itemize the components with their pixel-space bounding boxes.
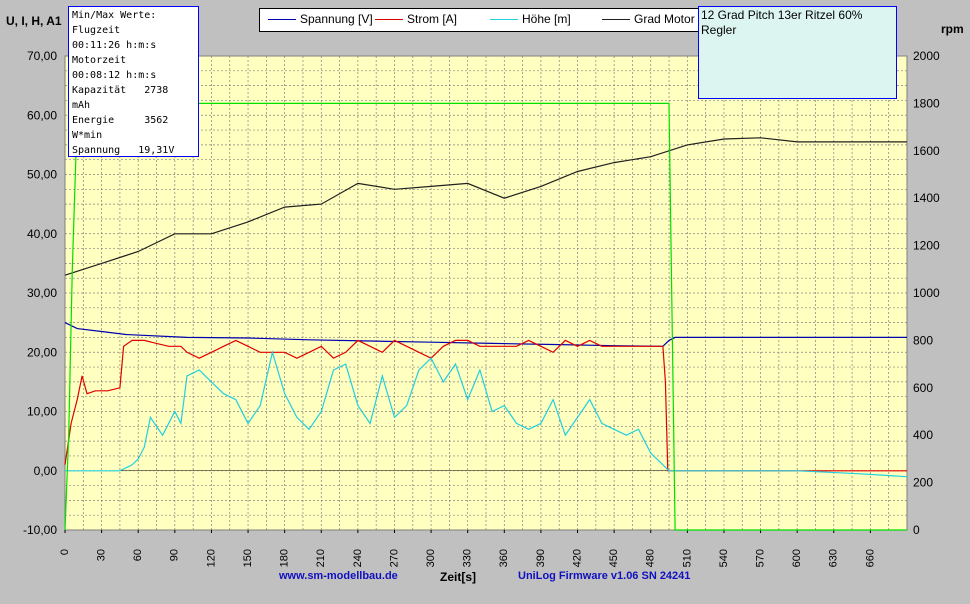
minmax-line: 00:08:12 h:m:s bbox=[72, 70, 157, 81]
x-tick-label: 60 bbox=[132, 549, 144, 561]
y-right-tick-label: 1000 bbox=[913, 286, 940, 300]
x-tick-label: 450 bbox=[608, 549, 620, 567]
series-line-strom-a bbox=[64, 339, 907, 472]
legend-label: Höhe [m] bbox=[522, 12, 571, 26]
legend-swatch bbox=[602, 19, 630, 21]
series-line-h-he-m bbox=[65, 349, 908, 478]
x-tick-label: 390 bbox=[535, 549, 547, 567]
x-tick-label: 30 bbox=[96, 549, 108, 561]
y-left-tick-label: 40,00 bbox=[27, 227, 57, 241]
legend: Spannung [V]Strom [A]Höhe [m]Grad MotorD… bbox=[259, 8, 771, 32]
legend-swatch bbox=[375, 19, 403, 21]
x-tick-label: 360 bbox=[498, 549, 510, 567]
series-line-spannung-v bbox=[64, 322, 907, 347]
x-tick-label: 300 bbox=[425, 549, 437, 567]
minmax-box: Min/Max Werte: Flugzeit 00:11:26 h:m:s Moto… bbox=[68, 6, 199, 157]
y-right-tick-label: 1600 bbox=[913, 144, 940, 158]
y-right-tick-label: 400 bbox=[913, 428, 933, 442]
x-tick-label: 240 bbox=[352, 549, 364, 567]
legend-swatch bbox=[268, 19, 296, 21]
note-box: 12 Grad Pitch 13er Ritzel 60% Regler bbox=[698, 6, 897, 99]
y-left-tick-label: -10,00 bbox=[23, 523, 57, 537]
y-right-tick-label: 1200 bbox=[913, 239, 940, 253]
minmax-line: Motorzeit bbox=[72, 55, 127, 66]
legend-item: Strom [A] bbox=[375, 12, 457, 26]
y-right-tick-label: 600 bbox=[913, 381, 933, 395]
x-axis-label: Zeit[s] bbox=[440, 570, 476, 584]
legend-item: Spannung [V] bbox=[268, 12, 373, 26]
x-tick-label: 570 bbox=[754, 549, 766, 567]
legend-label: Grad Motor bbox=[634, 12, 695, 26]
y-left-tick-label: 0,00 bbox=[34, 464, 58, 478]
footer-website: www.sm-modellbau.de bbox=[279, 570, 398, 582]
x-tick-label: 330 bbox=[462, 549, 474, 567]
legend-label: Spannung [V] bbox=[300, 12, 373, 26]
y-left-tick-label: 70,00 bbox=[27, 49, 57, 63]
x-tick-label: 210 bbox=[315, 549, 327, 567]
y-left-tick-label: 10,00 bbox=[27, 405, 57, 419]
minmax-line: mAh bbox=[72, 100, 91, 111]
minmax-line: Kapazität 2738 bbox=[72, 85, 169, 96]
minmax-line: 00:11:26 h:m:s bbox=[72, 40, 157, 51]
y-left-tick-label: 20,00 bbox=[27, 345, 57, 359]
y-right-tick-label: 1800 bbox=[913, 96, 940, 110]
legend-swatch bbox=[490, 19, 518, 21]
legend-label: Strom [A] bbox=[407, 12, 458, 26]
x-tick-label: 180 bbox=[279, 549, 291, 567]
axes: 0 30 60 90 120 150 180 210 240 270 300 330 360 390 420… bbox=[23, 49, 940, 567]
footer-firmware: UniLog Firmware v1.06 SN 24241 bbox=[518, 570, 691, 582]
minmax-line: W*min bbox=[72, 130, 103, 141]
x-tick-label: 600 bbox=[791, 549, 803, 567]
legend-item: Höhe [m] bbox=[490, 12, 571, 26]
x-tick-label: 150 bbox=[242, 549, 254, 567]
series-line-grad-motor bbox=[64, 137, 907, 276]
x-tick-label: 480 bbox=[645, 549, 657, 567]
x-tick-label: 660 bbox=[864, 549, 876, 567]
y-right-tick-label: 0 bbox=[913, 523, 920, 537]
y-left-tick-label: 60,00 bbox=[27, 108, 57, 122]
x-tick-label: 630 bbox=[828, 549, 840, 567]
y-right-tick-label: 200 bbox=[913, 476, 933, 490]
y-left-tick-label: 50,00 bbox=[27, 168, 57, 182]
x-tick-label: 90 bbox=[169, 549, 181, 561]
y-left-label: U, I, H, A1 bbox=[6, 14, 62, 28]
x-tick-label: 0 bbox=[59, 549, 71, 555]
x-tick-label: 420 bbox=[571, 549, 583, 567]
y-right-tick-label: 800 bbox=[913, 333, 933, 347]
minmax-line: Min/Max Werte: bbox=[72, 10, 157, 21]
minmax-line: Energie 3562 bbox=[72, 115, 169, 126]
y-right-label: rpm bbox=[941, 22, 964, 36]
x-tick-label: 540 bbox=[718, 549, 730, 567]
legend-item: Grad Motor bbox=[602, 12, 695, 26]
x-tick-label: 120 bbox=[205, 549, 217, 567]
y-left-tick-label: 30,00 bbox=[27, 286, 57, 300]
y-right-tick-label: 1400 bbox=[913, 191, 940, 205]
minmax-line: Flugzeit bbox=[72, 25, 121, 36]
x-tick-label: 510 bbox=[681, 549, 693, 567]
x-tick-label: 270 bbox=[388, 549, 400, 567]
y-right-tick-label: 2000 bbox=[913, 49, 940, 63]
minmax-line: Spannung 19,31V bbox=[72, 145, 175, 156]
